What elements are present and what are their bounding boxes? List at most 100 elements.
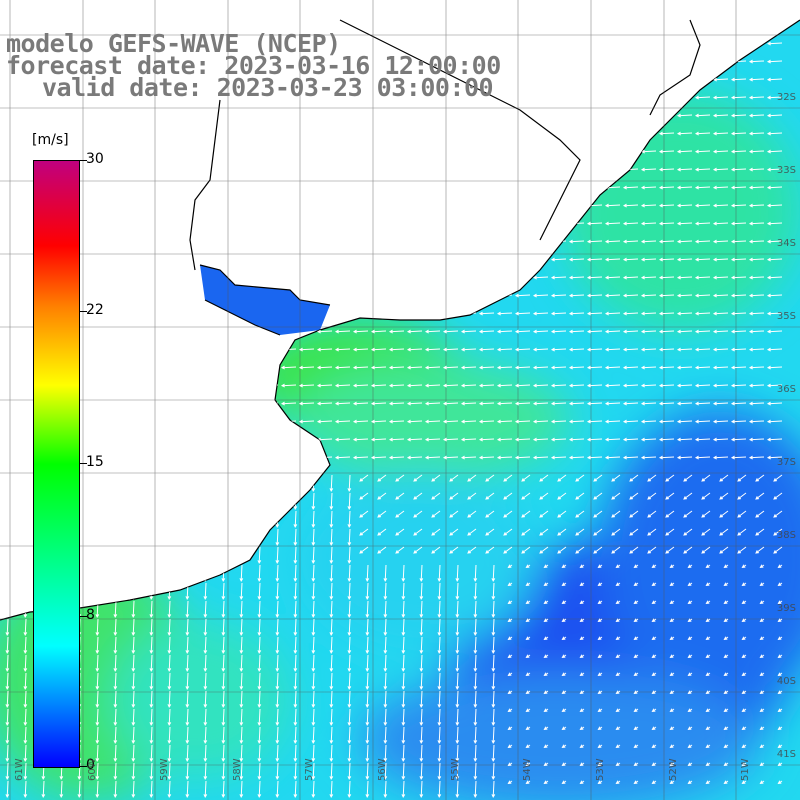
- wind-arrow: [262, 275, 279, 280]
- wind-arrow: [190, 401, 207, 406]
- wind-arrow: [741, 600, 747, 604]
- wind-arrow: [755, 474, 765, 482]
- wind-arrow: [334, 185, 351, 190]
- colorbar-tick-label: 30: [86, 151, 104, 167]
- wind-arrow: [203, 582, 208, 601]
- wind-arrow: [532, 365, 549, 370]
- wind-arrow: [705, 726, 711, 730]
- wind-arrow: [334, 275, 351, 280]
- wind-arrow: [280, 149, 297, 154]
- wind-arrow: [118, 293, 135, 298]
- wind-arrow: [640, 41, 657, 46]
- wind-arrow: [0, 203, 9, 208]
- wind-arrow: [622, 311, 639, 316]
- wind-arrow: [586, 149, 603, 154]
- wind-arrow: [262, 203, 279, 208]
- wind-arrow: [5, 708, 10, 727]
- wind-arrow: [766, 293, 783, 298]
- wind-arrow: [669, 600, 675, 604]
- wind-arrow: [586, 41, 603, 46]
- wind-arrow: [694, 365, 711, 370]
- wind-arrow: [550, 437, 567, 442]
- wind-arrow: [0, 275, 9, 280]
- wind-arrow: [203, 780, 208, 799]
- wind-arrow: [723, 600, 729, 604]
- wind-arrow: [95, 780, 100, 799]
- wind-arrow: [694, 77, 711, 82]
- wind-arrow: [640, 311, 657, 316]
- wind-arrow: [604, 203, 621, 208]
- wind-arrow: [370, 257, 387, 262]
- colorbar-unit: [m/s]: [32, 132, 69, 148]
- wind-arrow: [293, 546, 298, 565]
- wind-arrow: [723, 636, 729, 640]
- wind-arrow: [244, 365, 261, 370]
- wind-arrow: [712, 293, 729, 298]
- wind-arrow: [275, 618, 280, 637]
- wind-arrow: [741, 708, 747, 712]
- wind-arrow: [0, 113, 9, 118]
- wind-arrow: [640, 383, 657, 388]
- wind-arrow: [741, 780, 747, 784]
- wind-arrow: [676, 203, 693, 208]
- wind-arrow: [532, 437, 549, 442]
- wind-arrow: [424, 329, 441, 334]
- wind-arrow: [113, 780, 118, 799]
- wind-arrow: [651, 744, 657, 748]
- wind-arrow: [460, 419, 477, 424]
- wind-arrow: [257, 492, 262, 511]
- wind-arrow: [460, 365, 477, 370]
- wind-arrow: [532, 311, 549, 316]
- wind-arrow: [406, 275, 423, 280]
- wind-arrow: [467, 474, 477, 482]
- wind-arrow: [406, 365, 423, 370]
- wind-arrow: [586, 131, 603, 136]
- wind-arrow: [694, 41, 711, 46]
- wind-arrow: [82, 365, 99, 370]
- wind-arrow: [766, 257, 783, 262]
- wind-arrow: [455, 690, 460, 709]
- wind-arrow: [579, 762, 585, 766]
- wind-arrow: [293, 654, 298, 673]
- wind-arrow: [460, 239, 477, 244]
- wind-arrow: [633, 582, 639, 586]
- wind-arrow: [604, 239, 621, 244]
- wind-arrow: [665, 528, 675, 536]
- wind-arrow: [777, 780, 783, 784]
- latitude-label: 39S: [776, 603, 796, 614]
- wind-arrow: [575, 492, 585, 500]
- wind-arrow: [723, 654, 729, 658]
- wind-arrow: [741, 744, 747, 748]
- wind-arrow: [95, 618, 100, 637]
- wind-arrow: [383, 762, 388, 781]
- wind-arrow: [388, 167, 405, 172]
- wind-arrow: [748, 257, 765, 262]
- wind-arrow: [208, 257, 225, 262]
- wind-arrow: [473, 582, 478, 601]
- wind-arrow: [557, 474, 567, 482]
- wind-arrow: [705, 690, 711, 694]
- wind-arrow: [730, 77, 747, 82]
- wind-arrow: [311, 726, 316, 745]
- wind-arrow: [82, 437, 99, 442]
- wind-arrow: [687, 636, 693, 640]
- wind-arrow: [208, 239, 225, 244]
- wind-arrow: [118, 167, 135, 172]
- wind-arrow: [705, 582, 711, 586]
- wind-arrow: [777, 582, 783, 586]
- wind-arrow: [316, 383, 333, 388]
- wind-arrow: [442, 347, 459, 352]
- wind-arrow: [95, 744, 100, 763]
- wind-arrow: [334, 221, 351, 226]
- wind-arrow: [167, 474, 172, 493]
- wind-arrow: [478, 455, 495, 460]
- wind-arrow: [651, 708, 657, 712]
- wind-arrow: [154, 329, 171, 334]
- wind-arrow: [431, 546, 441, 554]
- wind-arrow: [485, 474, 495, 482]
- wind-arrow: [316, 347, 333, 352]
- wind-arrow: [257, 762, 262, 781]
- wind-arrow: [293, 492, 298, 511]
- wind-arrow: [298, 239, 315, 244]
